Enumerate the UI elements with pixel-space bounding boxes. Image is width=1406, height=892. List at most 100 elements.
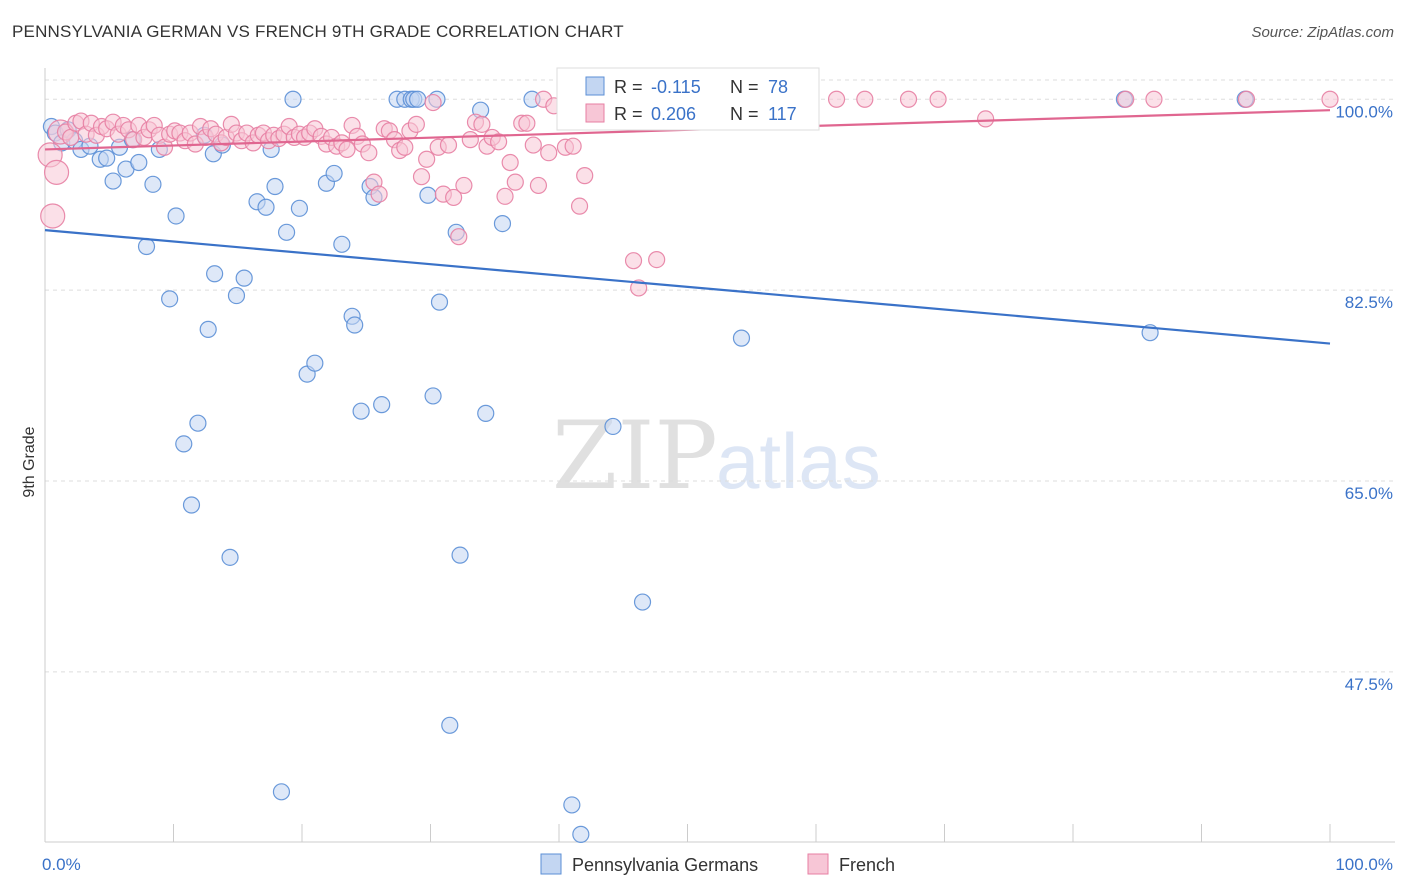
point-pennsylvania-germans — [144, 175, 162, 193]
point-french — [524, 136, 542, 154]
y-tick-label: 65.0% — [1345, 484, 1393, 503]
stats-r-label-1: R = — [614, 77, 643, 97]
gridlines — [45, 79, 1395, 673]
point-french — [1117, 90, 1135, 108]
point-pennsylvania-germans — [167, 207, 185, 225]
point-french — [450, 228, 468, 246]
point-french — [570, 197, 589, 215]
point-french — [396, 138, 414, 156]
point-pennsylvania-germans — [189, 414, 207, 432]
stats-n-label-2: N = — [730, 104, 759, 124]
point-french — [899, 90, 918, 108]
point-pennsylvania-germans — [563, 796, 581, 814]
point-french — [455, 176, 473, 195]
point-french — [977, 110, 995, 128]
point-french — [445, 188, 463, 207]
x-tick-label-max: 100.0% — [1335, 855, 1393, 874]
y-tick-label: 47.5% — [1345, 675, 1393, 694]
point-pennsylvania-germans — [572, 825, 590, 843]
x-tick-labels: 0.0% 100.0% — [42, 855, 1393, 874]
point-pennsylvania-germans — [221, 548, 239, 566]
point-pennsylvania-germans — [175, 435, 193, 453]
point-french — [827, 90, 846, 108]
point-french — [856, 90, 874, 108]
legend-swatch-french — [807, 853, 829, 875]
point-pennsylvania-germans — [430, 293, 449, 311]
point-french — [1145, 90, 1163, 108]
y-tick-labels: 100.0% 82.5% 65.0% 47.5% — [1335, 102, 1393, 694]
point-french — [564, 137, 582, 155]
point-french — [624, 252, 643, 270]
chart-source: Source: ZipAtlas.com — [1251, 24, 1394, 41]
point-pennsylvania-germans — [325, 164, 343, 183]
point-pennsylvania-germans — [199, 320, 217, 338]
y-tick-label: 100.0% — [1335, 102, 1393, 121]
point-pennsylvania-germans — [732, 329, 751, 347]
point-pennsylvania-germans — [373, 396, 391, 414]
legend-label-pennsylvania-germans: Pennsylvania Germans — [572, 855, 758, 875]
point-french — [360, 144, 378, 162]
watermark-atlas: atlas — [716, 417, 881, 505]
point-french — [43, 159, 70, 185]
trend-line-pennsylvania-germans — [44, 229, 1331, 345]
point-pennsylvania-germans — [604, 417, 622, 436]
point-pennsylvania-germans — [441, 716, 459, 734]
point-french — [501, 153, 519, 172]
point-french — [424, 93, 442, 112]
watermark-zip: ZIP — [552, 402, 718, 511]
point-french — [1321, 90, 1339, 108]
point-pennsylvania-germans — [277, 223, 296, 241]
point-pennsylvania-germans — [424, 387, 442, 405]
point-french — [40, 203, 66, 229]
point-french — [370, 185, 388, 203]
point-pennsylvania-germans — [451, 546, 469, 564]
point-french — [439, 136, 458, 154]
point-pennsylvania-germans — [272, 783, 291, 801]
point-pennsylvania-germans — [130, 153, 148, 172]
stats-n-value-1: 78 — [768, 77, 788, 97]
point-french — [576, 167, 594, 185]
point-french — [407, 115, 425, 133]
point-pennsylvania-germans — [182, 496, 201, 514]
axes — [44, 68, 1395, 843]
stats-r-value-1: -0.115 — [651, 77, 701, 97]
x-tick-label-min: 0.0% — [42, 855, 81, 874]
point-french — [540, 144, 558, 162]
series-legend: Pennsylvania Germans French — [540, 853, 895, 875]
stats-r-value-2: 0.206 — [651, 104, 696, 124]
stats-n-value-2: 117 — [768, 104, 797, 124]
y-axis-label: 9th Grade — [21, 426, 38, 497]
point-pennsylvania-germans — [266, 177, 284, 196]
point-french — [496, 187, 514, 205]
point-french — [506, 173, 524, 191]
point-pennsylvania-germans — [235, 269, 253, 287]
point-french — [529, 176, 548, 195]
point-pennsylvania-germans — [346, 316, 364, 334]
point-french — [473, 115, 491, 133]
chart-title: PENNSYLVANIA GERMAN VS FRENCH 9TH GRADE … — [12, 22, 624, 41]
point-pennsylvania-germans — [477, 404, 495, 422]
watermark: ZIP atlas — [552, 402, 881, 511]
point-french — [461, 131, 479, 149]
point-pennsylvania-germans — [227, 286, 246, 305]
point-french — [518, 114, 536, 132]
point-french — [929, 90, 947, 108]
point-pennsylvania-germans — [633, 593, 652, 611]
point-pennsylvania-germans — [290, 199, 309, 217]
point-french — [338, 140, 356, 159]
point-pennsylvania-germans — [284, 90, 302, 108]
point-pennsylvania-germans — [98, 149, 116, 167]
point-pennsylvania-germans — [306, 354, 324, 372]
stats-swatch-blue — [585, 76, 605, 96]
stats-legend: R = -0.115 N = 78 R = 0.206 N = 117 — [556, 67, 820, 131]
point-pennsylvania-germans — [104, 172, 122, 190]
point-pennsylvania-germans — [257, 198, 275, 216]
point-pennsylvania-germans — [206, 265, 224, 283]
point-pennsylvania-germans — [161, 290, 179, 308]
point-pennsylvania-germans — [493, 215, 512, 233]
point-pennsylvania-germans — [409, 90, 427, 108]
point-french — [648, 250, 666, 269]
point-pennsylvania-germans — [137, 237, 156, 256]
legend-swatch-pennsylvania-germans — [540, 853, 562, 875]
